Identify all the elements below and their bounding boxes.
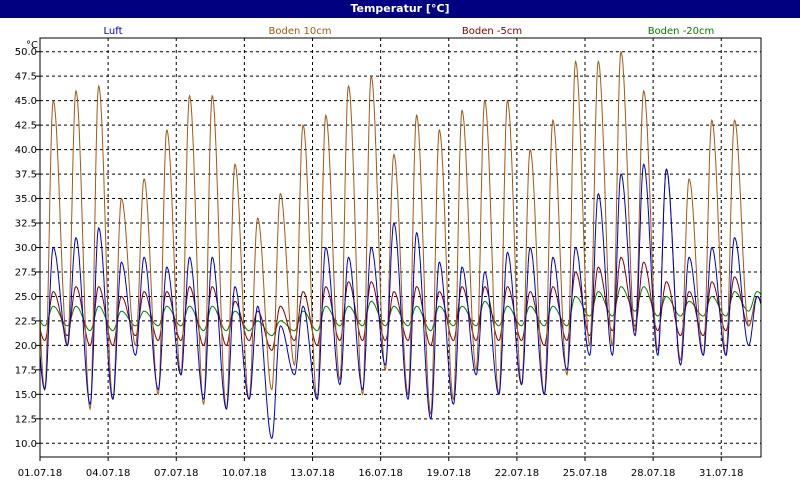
- x-tick-label: 25.07.18: [563, 468, 608, 479]
- y-tick-label: 27.5: [15, 267, 37, 278]
- series-line-boden-10cm: [39, 50, 762, 416]
- window-title-bar: Temperatur [°C]: [0, 0, 800, 18]
- x-tick-label: 13.07.18: [290, 468, 335, 479]
- x-tick-label: 01.07.18: [18, 468, 63, 479]
- y-tick-label: 32.5: [15, 219, 37, 230]
- series-line-luft: [39, 163, 762, 440]
- y-tick-label: 47.5: [15, 72, 37, 83]
- y-tick-label: 30.0: [15, 243, 37, 254]
- legend-item: Boden 10cm: [269, 26, 332, 37]
- x-tick-label: 16.07.18: [358, 468, 403, 479]
- x-tick-label: 22.07.18: [495, 468, 540, 479]
- series-line-boden-5cm: [39, 256, 762, 351]
- y-tick-label: 20.0: [15, 341, 37, 352]
- y-tick-label: 35.0: [15, 194, 37, 205]
- series-lines: [39, 50, 762, 440]
- y-tick-label: 50.0: [15, 47, 37, 58]
- y-tick-label: 40.0: [15, 145, 37, 156]
- y-tick-label: 17.5: [15, 365, 37, 376]
- legend-item: Boden -20cm: [648, 26, 715, 37]
- chart-title: Temperatur [°C]: [350, 2, 450, 15]
- x-tick-label: 07.07.18: [154, 468, 199, 479]
- x-tick-label: 04.07.18: [86, 468, 131, 479]
- legend: Luft Boden 10cm Boden -5cm Boden -20cm: [104, 26, 715, 37]
- grid-lines: [39, 38, 761, 457]
- y-tick-label: 15.0: [15, 390, 37, 401]
- legend-item: Boden -5cm: [462, 26, 522, 37]
- x-axis: 01.07.18 04.07.18 07.07.18 10.07.18 13.07.18…: [18, 457, 744, 479]
- y-tick-label: 45.0: [15, 96, 37, 107]
- y-axis: 10.0 12.5 15.0 17.5 20.0 22.5 25.0 27.5 30.0 32.5…: [15, 47, 40, 450]
- x-tick-label: 28.07.18: [631, 468, 676, 479]
- y-tick-label: 42.5: [15, 121, 37, 132]
- y-tick-label: 12.5: [15, 414, 37, 425]
- y-tick-label: 25.0: [15, 292, 37, 303]
- x-tick-label: 31.07.18: [699, 468, 744, 479]
- y-tick-label: 22.5: [15, 316, 37, 327]
- y-tick-label: 10.0: [15, 439, 37, 450]
- x-tick-label: 10.07.18: [222, 468, 267, 479]
- y-axis-unit-label: °C: [26, 40, 38, 51]
- y-tick-label: 37.5: [15, 170, 37, 181]
- legend-item: Luft: [104, 26, 123, 37]
- x-tick-label: 19.07.18: [426, 468, 471, 479]
